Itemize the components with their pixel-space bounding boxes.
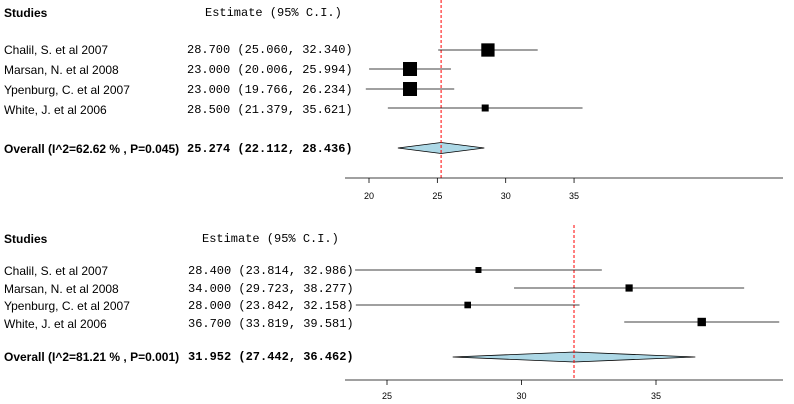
plot2-x-tick-label: 35	[651, 391, 661, 401]
plot2-study-square	[625, 284, 633, 292]
plot1-studies-header: Studies	[4, 6, 48, 20]
plot1-x-tick-label: 25	[432, 191, 442, 201]
plot1-study-name: Marsan, N. et al 2008	[4, 63, 119, 77]
plot2-overall-estimate: 31.952 (27.442, 36.462)	[188, 350, 354, 364]
plot2-x-tick-label: 25	[382, 391, 392, 401]
plot2-studies-header: Studies	[4, 232, 48, 246]
plot1-x-tick-label: 20	[364, 191, 374, 201]
plot1-overall-estimate: 25.274 (22.112, 28.436)	[187, 142, 353, 156]
plot1-study-square	[481, 43, 495, 57]
plot2-study-name: Ypenburg, C. et al 2007	[4, 299, 130, 313]
plot2-study-name: Marsan, N. et al 2008	[4, 282, 119, 296]
plot2-study-square	[464, 301, 471, 309]
plot1-study-square	[403, 62, 418, 76]
plot2-study-name: White, J. et al 2006	[4, 317, 107, 331]
plot2-study-estimate: 28.000 (23.842, 32.158)	[188, 299, 354, 313]
plot1-study-square	[403, 82, 418, 96]
plot1-study-name: Ypenburg, C. et al 2007	[4, 83, 130, 97]
plot2-overall-label: Overall (I^2=81.21 % , P=0.001)	[4, 350, 180, 364]
plot1-study-square	[481, 104, 489, 112]
plot1-study-estimate: 28.700 (25.060, 32.340)	[187, 43, 353, 57]
plot1-study-name: Chalil, S. et al 2007	[4, 43, 109, 57]
plot2-study-square	[475, 267, 482, 273]
plot1-study-estimate: 23.000 (20.006, 25.994)	[187, 63, 353, 77]
plot2-study-estimate: 34.000 (29.723, 38.277)	[188, 282, 354, 296]
plot1-x-tick-label: 30	[501, 191, 511, 201]
plot2-x-tick-label: 30	[516, 391, 526, 401]
plot1-study-name: White, J. et al 2006	[4, 103, 107, 117]
plot2-study-estimate: 36.700 (33.819, 39.581)	[188, 317, 354, 331]
plot1-study-estimate: 23.000 (19.766, 26.234)	[187, 83, 353, 97]
plot2-study-estimate: 28.400 (23.814, 32.986)	[188, 264, 354, 278]
plot1-study-estimate: 28.500 (21.379, 35.621)	[187, 103, 353, 117]
plot1-overall-label: Overall (I^2=62.62 % , P=0.045)	[4, 142, 180, 156]
plot2-estimate-header: Estimate (95% C.I.)	[202, 232, 339, 246]
plot2-study-square	[697, 317, 706, 327]
plot1-estimate-header: Estimate (95% C.I.)	[205, 6, 342, 20]
plot2-study-name: Chalil, S. et al 2007	[4, 264, 109, 278]
plot1-x-tick-label: 35	[569, 191, 579, 201]
